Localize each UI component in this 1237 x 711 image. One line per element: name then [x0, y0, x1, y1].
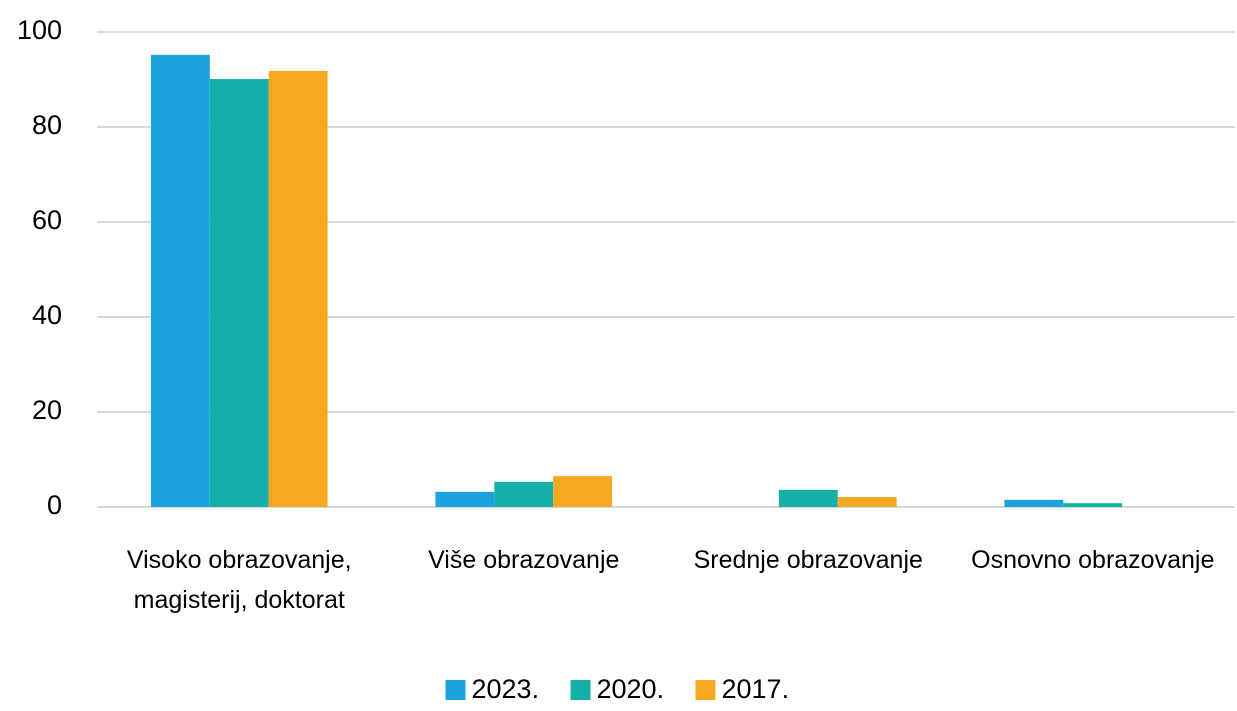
legend-label: 2017.	[722, 674, 790, 704]
bar	[837, 497, 897, 507]
y-tick-label: 80	[32, 110, 62, 140]
y-tick-label: 60	[32, 205, 62, 235]
bar	[209, 79, 269, 508]
legend-swatch	[570, 680, 591, 700]
bar	[1063, 503, 1123, 507]
bar	[778, 489, 838, 507]
bar	[150, 54, 210, 508]
x-tick-label: Osnovno obrazovanje	[971, 546, 1215, 574]
bar	[268, 70, 328, 507]
y-tick-label: 40	[32, 300, 62, 330]
y-tick-label: 0	[47, 490, 62, 520]
bar	[494, 481, 554, 507]
legend-label: 2023.	[472, 674, 540, 704]
y-tick-label: 20	[32, 395, 62, 425]
y-tick-label: 100	[17, 15, 62, 45]
x-tick-label: Više obrazovanje	[428, 546, 620, 574]
bar	[553, 476, 613, 507]
legend-swatch	[445, 680, 466, 700]
x-tick-label: Srednje obrazovanje	[693, 546, 923, 574]
bar	[435, 491, 495, 507]
legend-label: 2020.	[597, 674, 665, 704]
bar	[1004, 499, 1064, 507]
legend-swatch	[695, 680, 716, 700]
x-tick-label: Visoko obrazovanje, magisterij, doktorat	[126, 546, 352, 614]
